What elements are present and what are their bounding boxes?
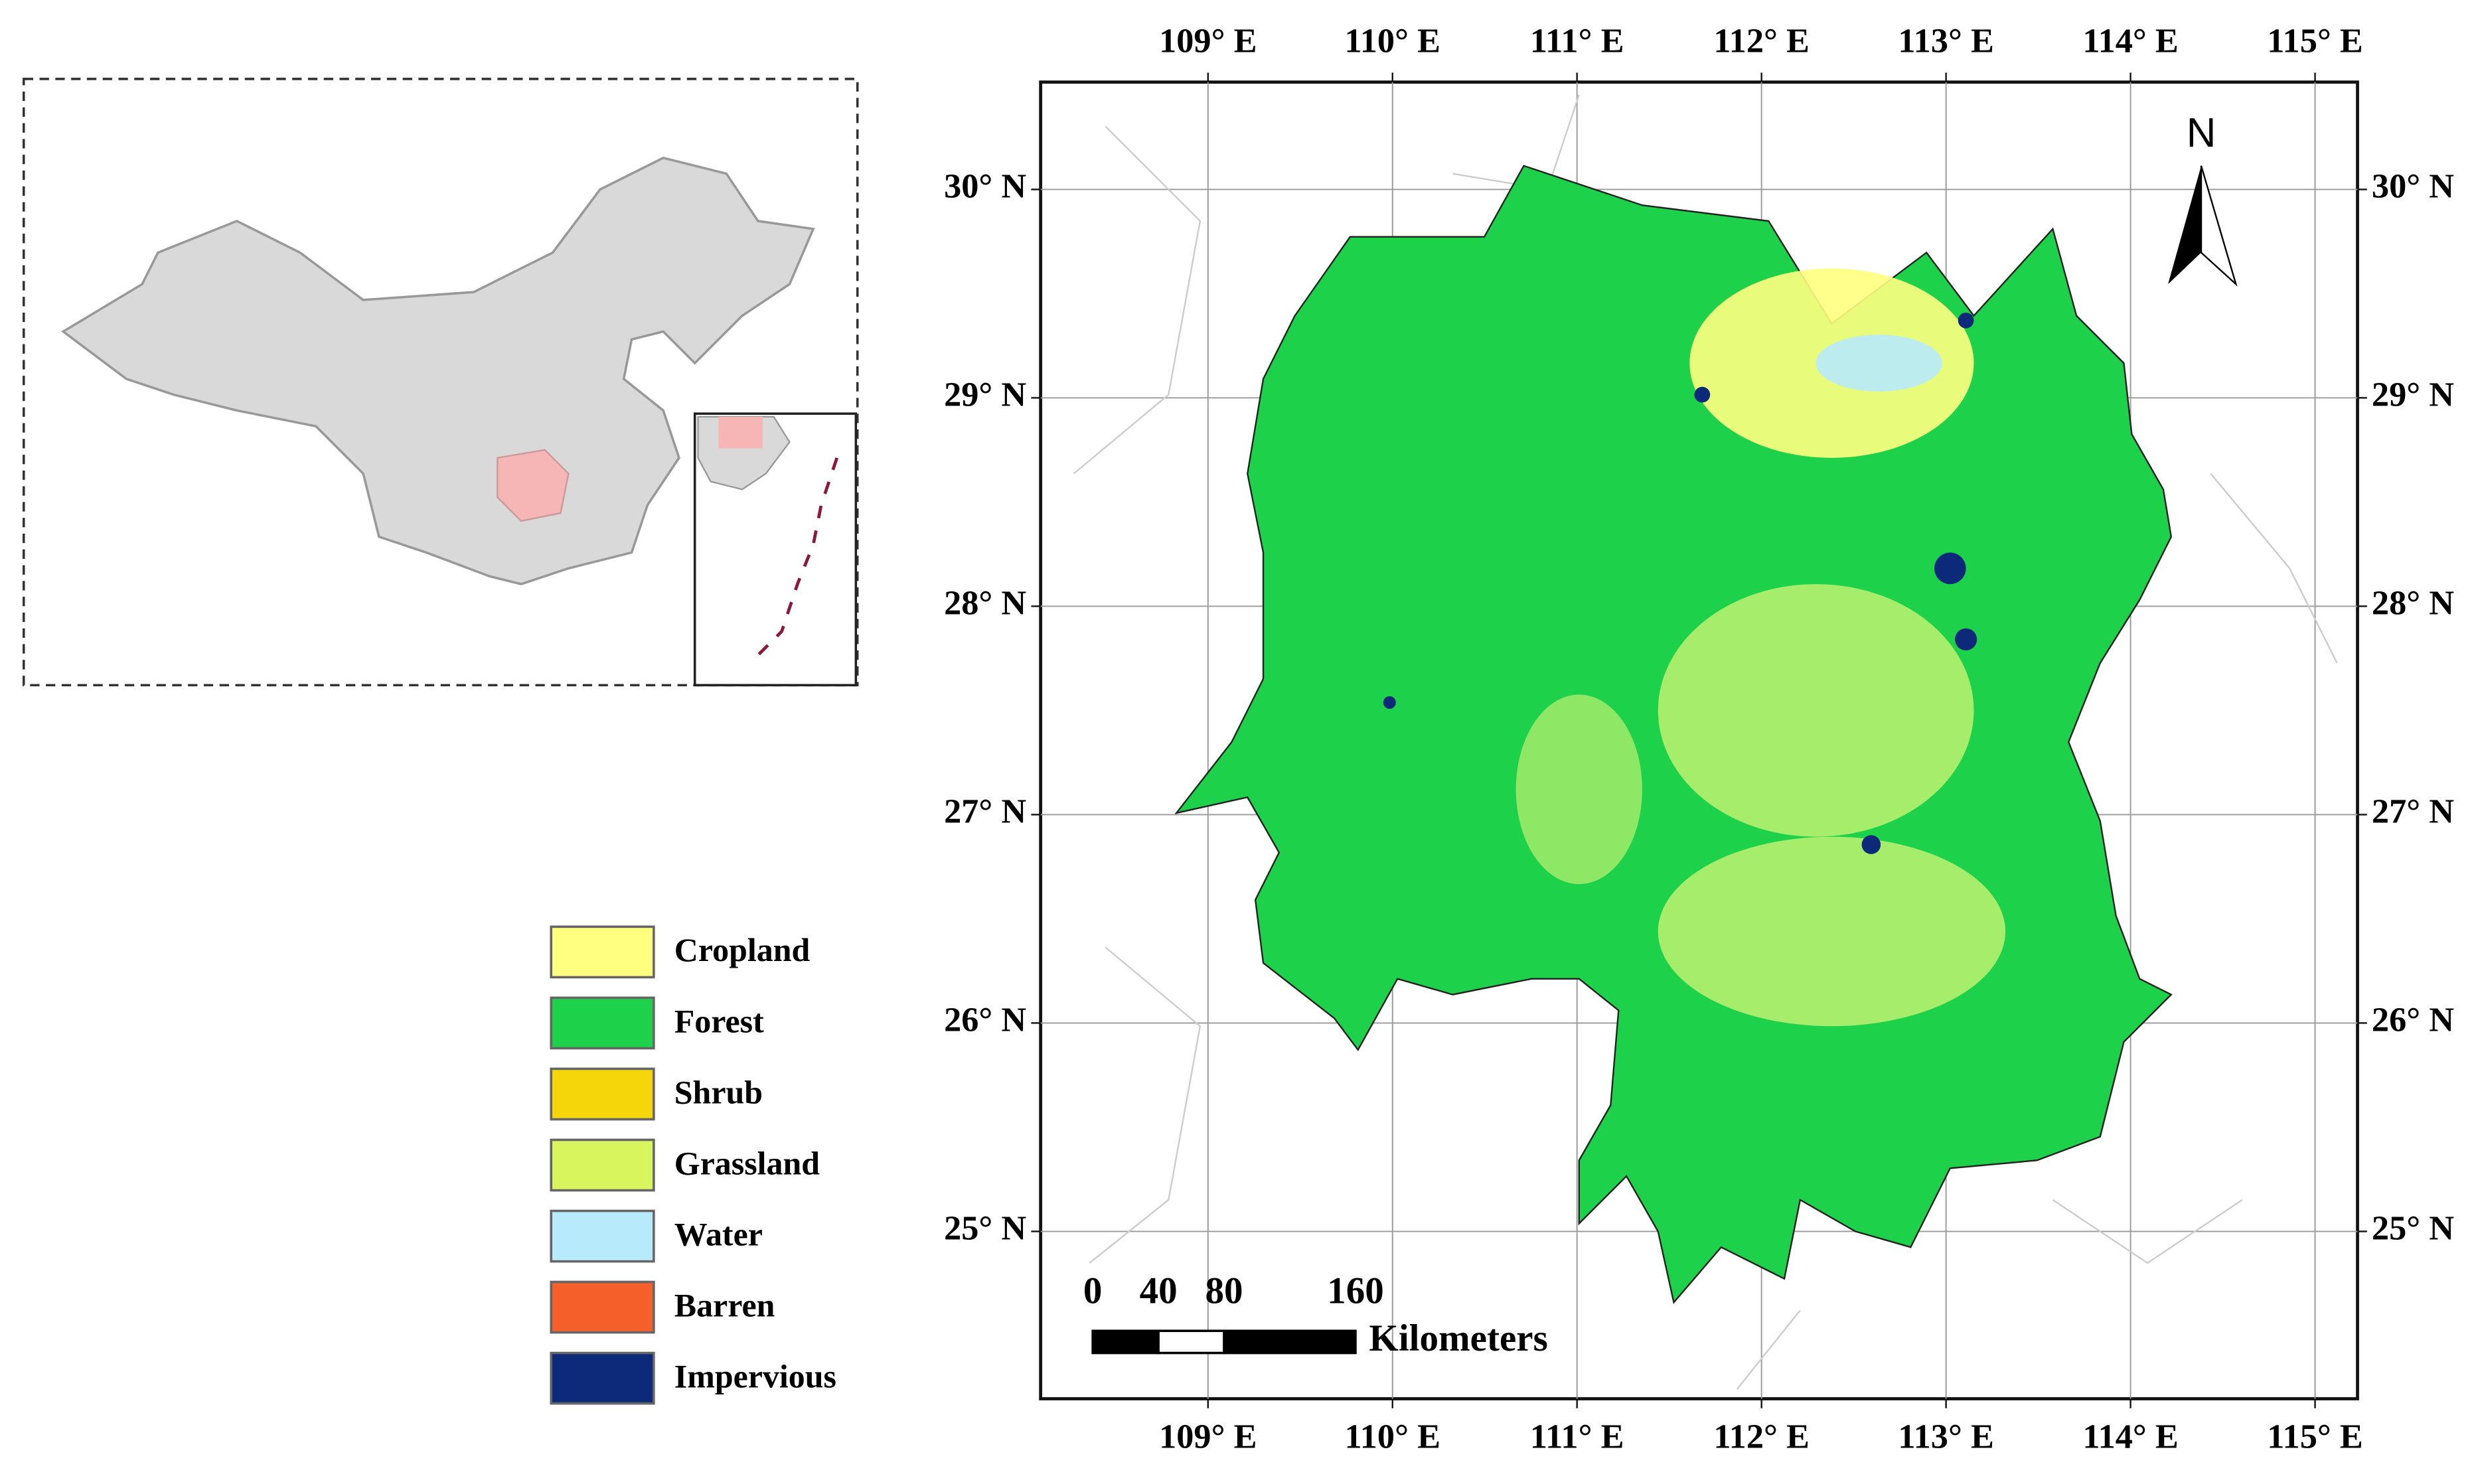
locator-frame [22,78,859,687]
latitude-label-right: 29° N [2372,375,2454,413]
scale-tick-label: 80 [1205,1270,1243,1312]
latitude-label-left: 26° N [944,1000,1026,1039]
cropland-patch [1658,836,2006,1027]
longitude-label-top: 111° E [1530,22,1624,60]
legend-swatch [550,996,655,1050]
longitude-label-bottom: 110° E [1345,1417,1441,1455]
land-cover [1174,165,2173,1305]
legend-label: Water [674,1215,763,1252]
north-arrow: N [2168,110,2238,287]
impervious-patch [1934,552,1966,585]
latitude-label-right: 25° N [2372,1209,2454,1247]
north-arrow-right [2200,165,2238,287]
longitude-label-top: 113° E [1898,22,1994,60]
cropland-patch [1658,584,1974,837]
legend-swatch [550,1067,655,1121]
longitude-label-bottom: 109° E [1159,1417,1257,1455]
locator-map [22,78,859,687]
inset-hunan [718,416,763,449]
longitude-label-top: 112° E [1713,22,1810,60]
impervious-patch [1958,312,1974,329]
water-patch [1816,334,1942,392]
latitude-label-right: 27° N [2372,792,2454,830]
latitude-label-left: 27° N [944,792,1026,830]
longitude-label-bottom: 112° E [1713,1417,1810,1455]
scale-unit: Kilometers [1369,1317,1547,1359]
legend-swatch [550,1138,655,1192]
scale-segment [1157,1329,1225,1355]
legend-label: Forest [674,1002,764,1039]
legend-swatch [550,925,655,979]
impervious-patch [1954,628,1977,651]
legend-swatch [550,1351,655,1405]
north-arrow-left [2168,165,2202,285]
legend-label: Shrub [674,1073,763,1110]
latitude-label-right: 28° N [2372,583,2454,622]
scale-tick-label: 160 [1327,1270,1384,1312]
latitude-label-left: 29° N [944,375,1026,413]
inset-boundary [757,457,839,656]
latitude-label-left: 28° N [944,583,1026,622]
legend-swatch [550,1280,655,1334]
longitude-label-bottom: 114° E [2082,1417,2179,1455]
impervious-patch [1861,835,1881,854]
scale-segment [1223,1329,1357,1355]
north-label: N [2187,110,2216,156]
longitude-label-top: 115° E [2267,22,2363,60]
longitude-label-top: 114° E [2082,22,2179,60]
scale-bar: Kilometers 0 40 80 160 [1083,1270,1548,1359]
cropland-patch [1515,694,1642,885]
scale-segment [1091,1329,1160,1355]
hunan-highlight [497,449,570,522]
legend-label: Barren [674,1286,775,1323]
impervious-patch [1694,386,1711,403]
longitude-label-bottom: 113° E [1898,1417,1994,1455]
scale-tick-label: 0 [1083,1270,1103,1312]
impervious-patch [1383,696,1396,709]
legend: Cropland Forest Shrub Grassland Water Barren I… [550,925,836,1405]
legend-label: Grassland [674,1144,820,1181]
longitude-label-bottom: 115° E [2267,1417,2363,1455]
latitude-label-right: 30° N [2372,167,2454,205]
latitude-label-left: 25° N [944,1209,1026,1247]
longitude-label-bottom: 111° E [1530,1417,1624,1455]
scale-tick-label: 40 [1140,1270,1178,1312]
china-outline [61,156,815,585]
legend-label: Cropland [674,931,811,968]
longitude-label-top: 110° E [1345,22,1441,60]
legend-swatch [550,1209,655,1263]
longitude-label-top: 109° E [1159,22,1257,60]
latitude-label-right: 26° N [2372,1000,2454,1039]
latitude-label-left: 30° N [944,167,1026,205]
legend-label: Impervious [674,1357,836,1394]
